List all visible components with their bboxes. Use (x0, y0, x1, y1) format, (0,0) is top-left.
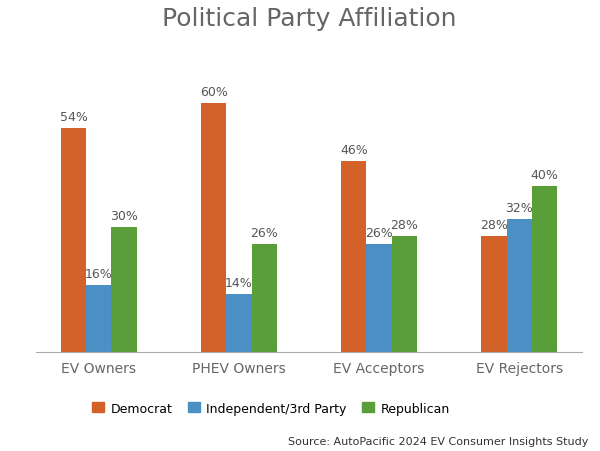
Bar (111, 228, 137, 352)
Bar (367, 244, 392, 352)
Text: 16%: 16% (85, 268, 113, 281)
Title: Political Party Affiliation: Political Party Affiliation (162, 8, 456, 32)
Bar (341, 161, 367, 352)
Bar (481, 236, 507, 352)
Text: Source: AutoPacific 2024 EV Consumer Insights Study: Source: AutoPacific 2024 EV Consumer Ins… (287, 437, 588, 446)
Text: 32%: 32% (505, 202, 533, 215)
Bar (392, 236, 417, 352)
Text: 14%: 14% (225, 276, 253, 289)
Text: 30%: 30% (110, 210, 138, 223)
Bar (86, 285, 111, 352)
Text: 54%: 54% (59, 110, 88, 124)
Bar (201, 104, 226, 352)
Legend: Democrat, Independent/3rd Party, Republican: Democrat, Independent/3rd Party, Republi… (87, 397, 455, 420)
Bar (61, 129, 86, 352)
Bar (226, 294, 251, 352)
Text: 46%: 46% (340, 144, 368, 156)
Text: 26%: 26% (365, 226, 393, 239)
Bar (532, 186, 557, 352)
Bar (251, 244, 277, 352)
Text: 26%: 26% (250, 226, 278, 239)
Text: 28%: 28% (391, 218, 418, 231)
Bar (507, 220, 532, 352)
Text: 60%: 60% (200, 86, 227, 99)
Text: 40%: 40% (530, 169, 559, 181)
Text: 28%: 28% (480, 218, 508, 231)
